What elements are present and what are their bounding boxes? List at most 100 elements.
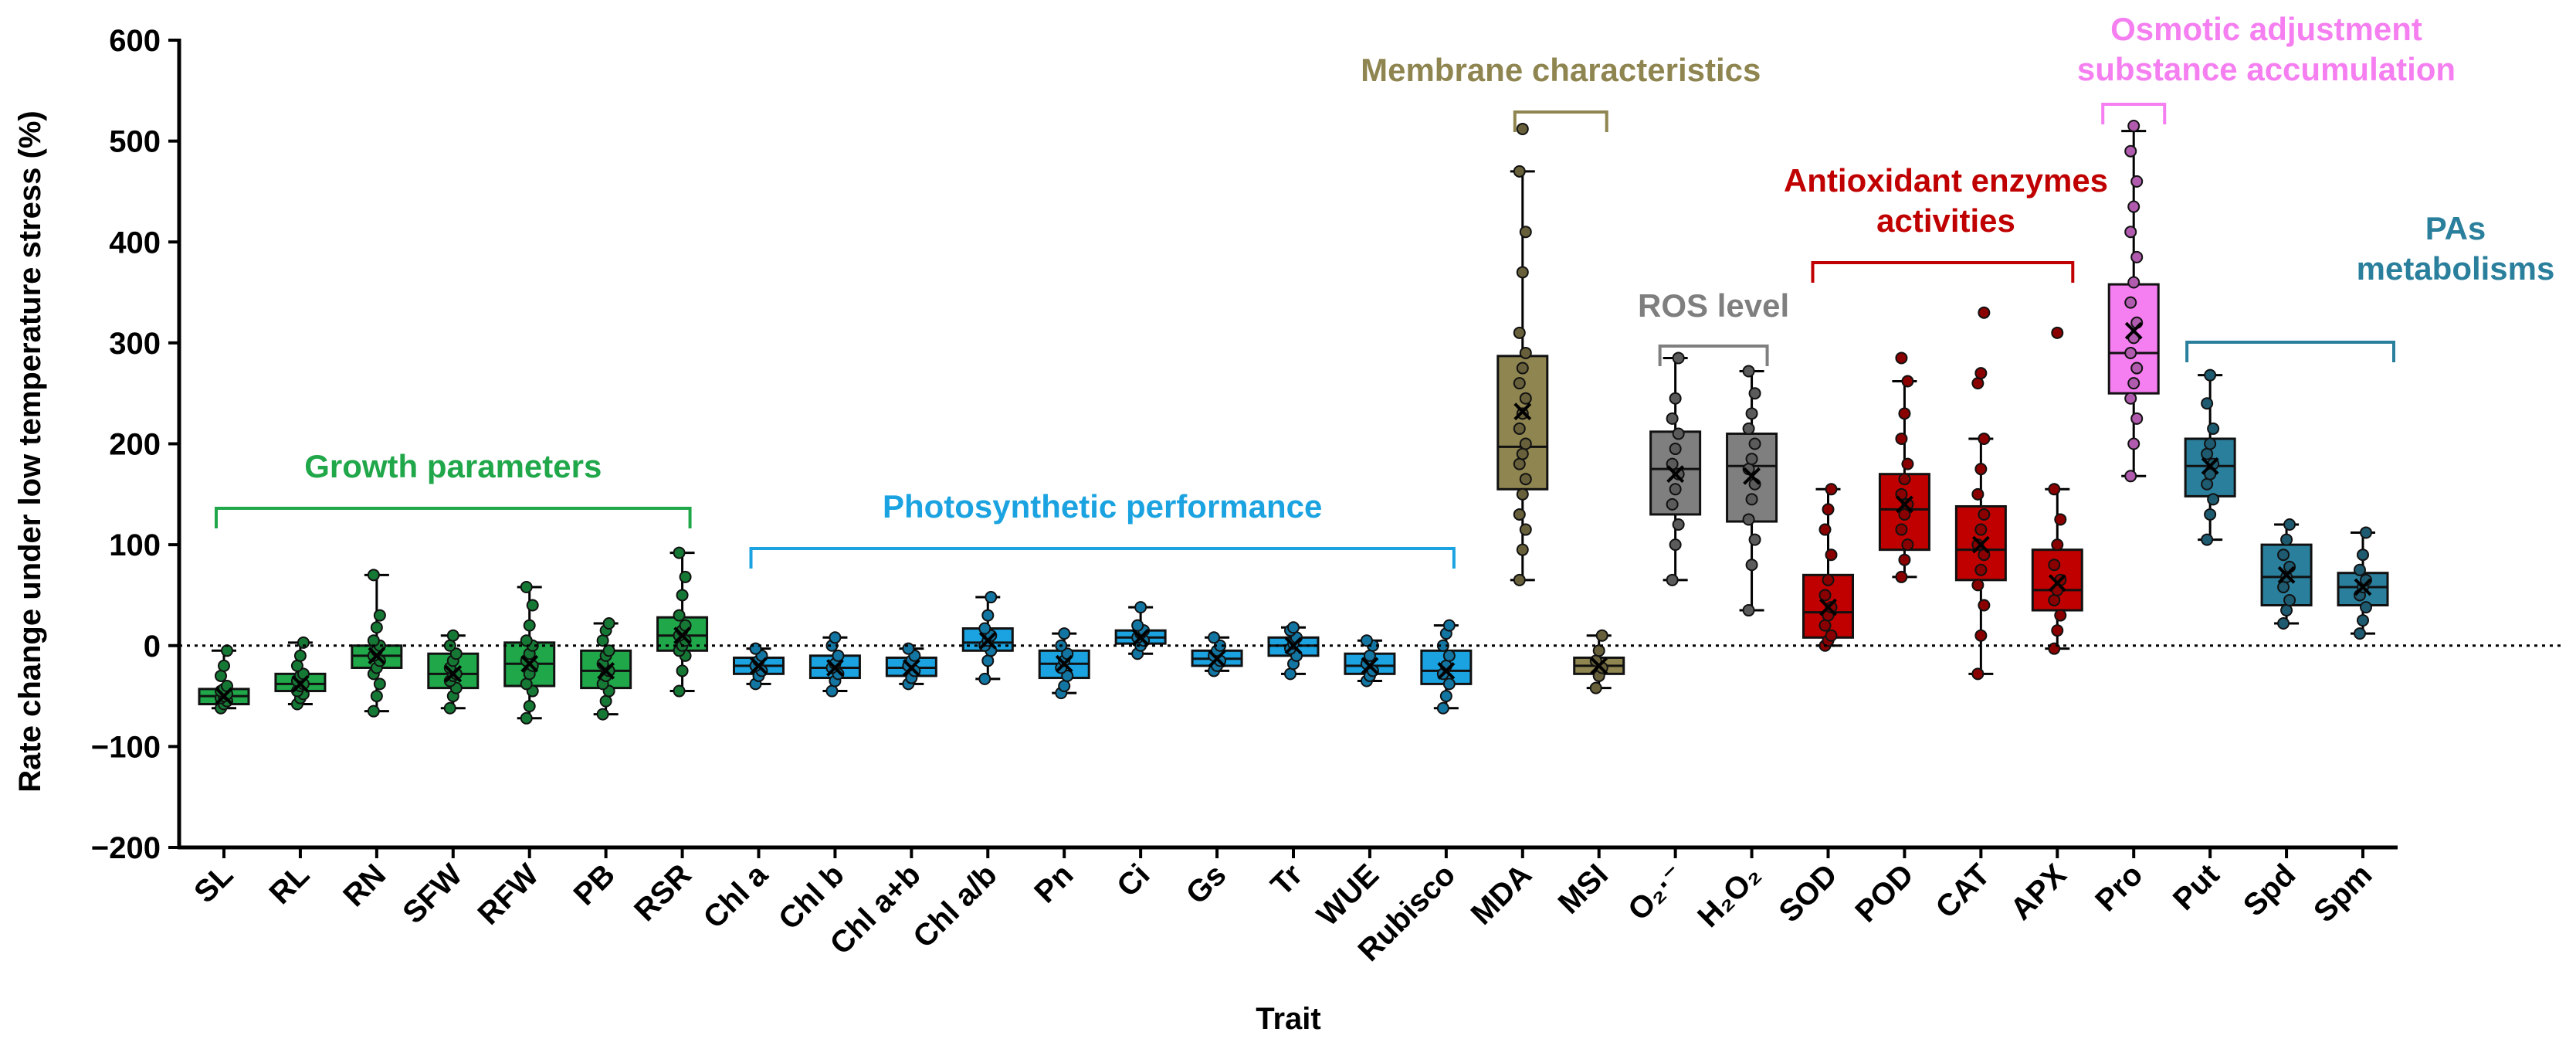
data-point [1669, 483, 1682, 496]
data-point [596, 634, 609, 647]
data-point [1061, 669, 1074, 682]
data-point [1742, 422, 1755, 435]
data-point [599, 694, 612, 708]
data-point [2357, 614, 2369, 627]
data-point [1519, 392, 1532, 405]
mean-marker [1208, 650, 1226, 668]
data-point [2051, 538, 2064, 552]
data-point [2124, 144, 2137, 158]
data-point [2277, 548, 2290, 562]
data-point [1513, 573, 1526, 586]
box-11 [961, 591, 1014, 685]
data-point [2124, 346, 2137, 359]
data-point [1442, 619, 1456, 632]
data-point [1748, 533, 1761, 546]
data-point [2354, 563, 2366, 576]
data-point [1519, 226, 1532, 239]
data-point [2127, 276, 2140, 289]
data-point [1672, 518, 1685, 531]
data-point [602, 644, 615, 657]
data-point [902, 642, 915, 655]
data-point [978, 622, 991, 635]
data-point [1901, 375, 1914, 388]
data-point [1742, 604, 1755, 617]
data-point [1513, 326, 1526, 339]
x-tick-label: SL [188, 857, 239, 909]
data-point [2280, 604, 2293, 617]
data-point [2130, 250, 2144, 263]
data-point [367, 705, 380, 718]
box-3 [351, 569, 403, 718]
data-point [2051, 624, 2064, 637]
y-tick-label: −200 [91, 831, 161, 865]
data-point [2048, 483, 2061, 496]
mean-marker [2124, 321, 2143, 340]
box-17 [1420, 619, 1473, 715]
data-point [829, 631, 842, 644]
data-point [1898, 407, 1911, 420]
data-point [1971, 667, 1985, 681]
data-point [673, 609, 686, 622]
box-21 [1726, 365, 1778, 617]
box-24 [1954, 306, 2007, 681]
data-point [520, 677, 533, 691]
data-point [1672, 467, 1685, 480]
group-label: Antioxidant enzymes [1784, 162, 2108, 199]
data-point [1134, 601, 1147, 614]
data-point [2130, 412, 2144, 425]
mean-marker [520, 654, 539, 673]
data-point [1898, 473, 1911, 486]
mean-marker [1361, 657, 1379, 675]
x-tick-label: Pro [2089, 857, 2149, 918]
box-25 [2031, 326, 2083, 655]
data-point [1818, 523, 1832, 536]
data-point [443, 701, 456, 715]
group-pas: PAs metabolisms [2185, 210, 2555, 362]
mean-marker [1513, 402, 1532, 421]
data-point [2054, 513, 2067, 526]
data-point [2204, 437, 2217, 450]
data-point [673, 684, 686, 698]
y-tick-label: −100 [91, 730, 161, 764]
data-point [373, 609, 386, 622]
mean-marker [2048, 574, 2066, 593]
data-point [1519, 437, 1532, 450]
data-point [1901, 497, 1914, 511]
data-point [373, 677, 386, 691]
data-point [1360, 634, 1373, 647]
group-bracket [2185, 341, 2395, 362]
group-label: Osmotic adjustment [2110, 11, 2422, 47]
data-point [1745, 493, 1758, 506]
box-22 [1802, 483, 1854, 652]
x-tick-label: RSR [628, 857, 698, 928]
data-point [985, 591, 998, 604]
data-point [1978, 508, 1991, 521]
box-29 [2337, 526, 2389, 640]
data-point [2201, 477, 2214, 491]
group-label: metabolisms [2357, 250, 2555, 287]
data-point [1669, 392, 1682, 405]
y-tick-label: 200 [109, 428, 161, 462]
x-tick-label: Ci [1110, 857, 1156, 903]
data-point [1519, 523, 1532, 536]
data-point [1287, 621, 1300, 634]
data-point [221, 644, 233, 657]
group-bracket [1513, 110, 1608, 132]
box-13 [1114, 601, 1167, 660]
data-point [832, 649, 845, 662]
data-point [520, 580, 533, 593]
data-point [978, 672, 991, 685]
x-tick-label: Pn [1028, 857, 1080, 909]
data-point [1825, 483, 1838, 496]
data-point [1895, 570, 1908, 583]
group-label: Photosynthetic performance [883, 488, 1322, 525]
mean-marker [1666, 465, 1685, 484]
data-point [1439, 690, 1452, 703]
data-point [523, 619, 536, 632]
box-26 [2107, 120, 2160, 483]
data-point [2127, 200, 2140, 213]
data-point [2283, 518, 2296, 531]
